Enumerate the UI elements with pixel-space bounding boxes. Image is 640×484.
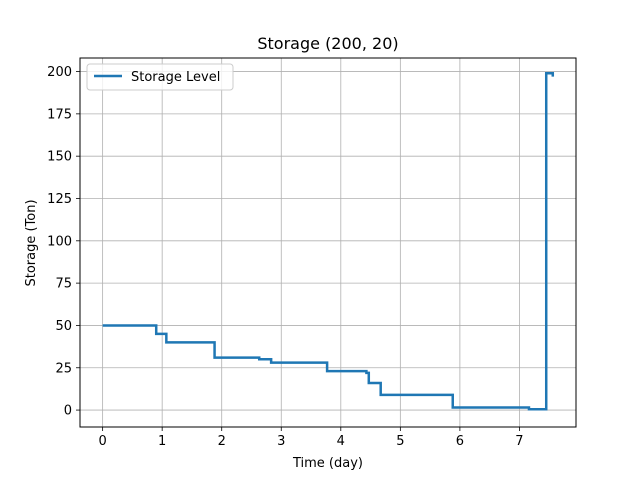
x-tick-label: 1 bbox=[158, 434, 166, 449]
y-tick-label: 150 bbox=[47, 150, 72, 165]
x-tick-label: 2 bbox=[218, 434, 226, 449]
x-tick-label: 5 bbox=[396, 434, 404, 449]
chart-title: Storage (200, 20) bbox=[257, 34, 398, 53]
plot-area-frame bbox=[79, 57, 577, 428]
legend: Storage Level bbox=[86, 63, 234, 91]
x-tick-label: 6 bbox=[456, 434, 464, 449]
y-tick-label: 125 bbox=[47, 192, 72, 207]
series-line-storage-level bbox=[102, 71, 555, 411]
x-tick-label: 7 bbox=[515, 434, 523, 449]
y-tick-label: 0 bbox=[64, 404, 72, 419]
x-tick-label: 4 bbox=[337, 434, 345, 449]
x-tick-label: 3 bbox=[277, 434, 285, 449]
y-tick-label: 175 bbox=[47, 107, 72, 122]
axis-ticks: 0 1 2 3 4 5 6 7 0 25 50 75 100 125 150 175 200 bbox=[47, 65, 523, 449]
y-tick-label: 25 bbox=[55, 361, 72, 376]
y-tick-label: 100 bbox=[47, 234, 72, 249]
legend-label-storage-level: Storage Level bbox=[131, 70, 220, 85]
y-tick-label: 200 bbox=[47, 65, 72, 80]
x-axis-label: Time (day) bbox=[292, 456, 363, 471]
y-tick-label: 75 bbox=[55, 277, 72, 292]
legend-box bbox=[86, 63, 234, 91]
y-axis-label: Storage (Ton) bbox=[24, 199, 39, 286]
series-layer bbox=[102, 71, 555, 411]
y-tick-label: 50 bbox=[55, 319, 72, 334]
x-tick-label: 0 bbox=[98, 434, 106, 449]
